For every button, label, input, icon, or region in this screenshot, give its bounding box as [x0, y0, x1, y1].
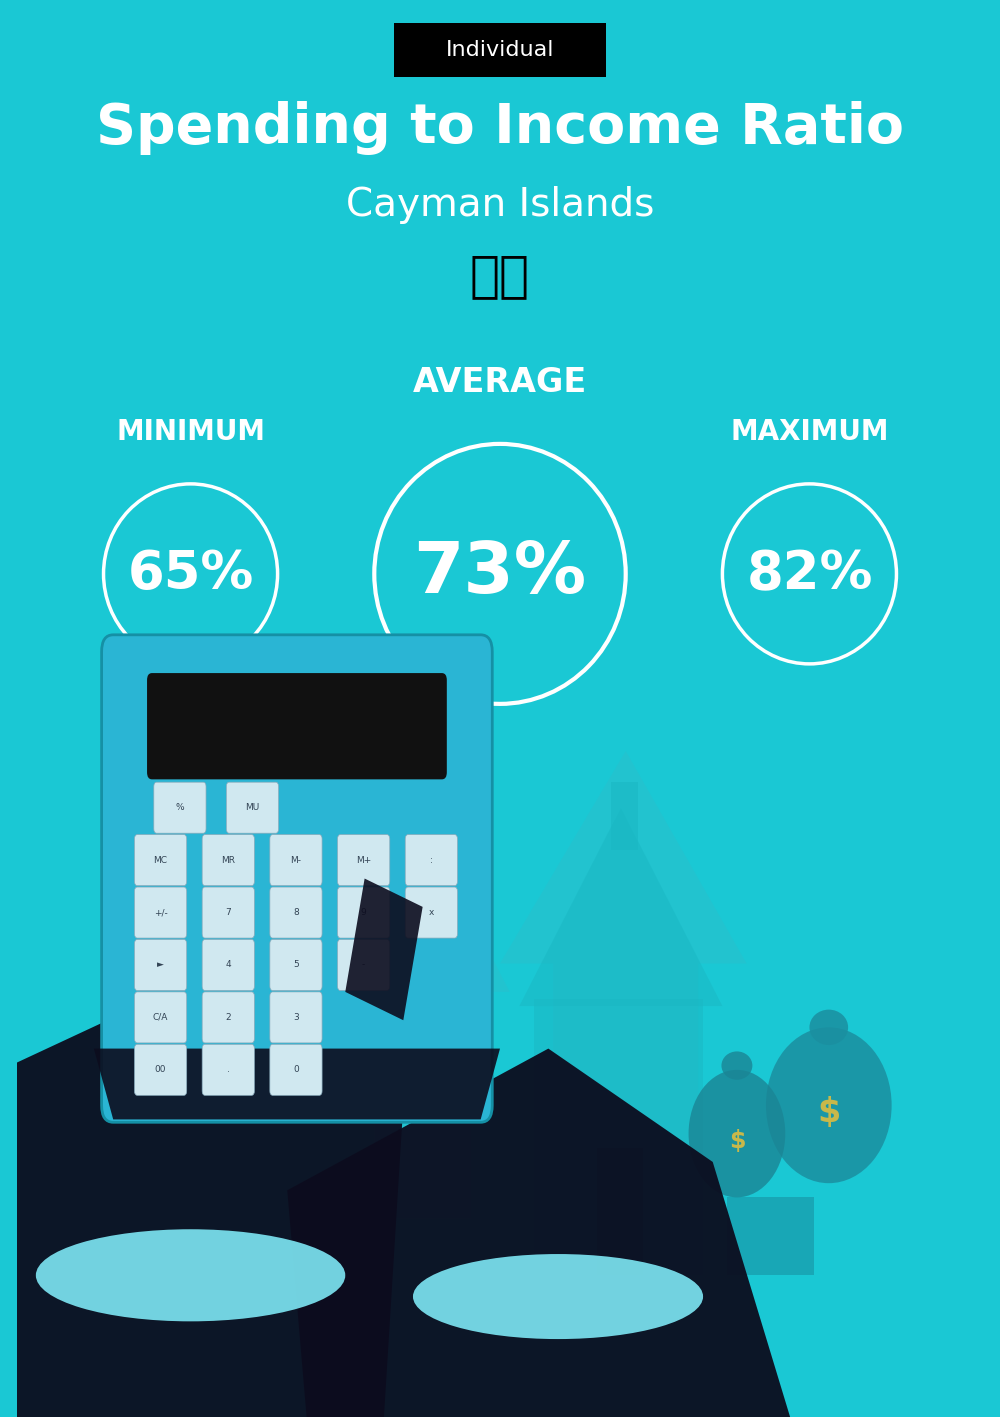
- FancyBboxPatch shape: [202, 992, 254, 1043]
- Text: 4: 4: [225, 961, 231, 969]
- FancyBboxPatch shape: [597, 1148, 643, 1275]
- Ellipse shape: [36, 1229, 345, 1321]
- Text: C/A: C/A: [153, 1013, 168, 1022]
- Polygon shape: [336, 822, 510, 1219]
- Text: 00: 00: [155, 1066, 166, 1074]
- FancyBboxPatch shape: [270, 1044, 322, 1095]
- Text: M+: M+: [356, 856, 371, 864]
- Text: $: $: [729, 1129, 745, 1152]
- FancyBboxPatch shape: [202, 887, 254, 938]
- FancyBboxPatch shape: [611, 782, 638, 850]
- FancyBboxPatch shape: [405, 835, 457, 886]
- Text: 5: 5: [293, 961, 299, 969]
- FancyBboxPatch shape: [534, 999, 703, 1275]
- FancyBboxPatch shape: [270, 835, 322, 886]
- Text: MAXIMUM: MAXIMUM: [730, 418, 889, 446]
- Text: +/-: +/-: [154, 908, 167, 917]
- FancyBboxPatch shape: [270, 992, 322, 1043]
- FancyBboxPatch shape: [202, 1044, 254, 1095]
- Text: 9: 9: [361, 908, 367, 917]
- FancyBboxPatch shape: [134, 1044, 187, 1095]
- FancyBboxPatch shape: [154, 782, 206, 833]
- Polygon shape: [345, 879, 423, 1020]
- Polygon shape: [519, 808, 722, 1006]
- FancyBboxPatch shape: [405, 887, 457, 938]
- Text: MC: MC: [154, 856, 168, 864]
- Polygon shape: [500, 751, 747, 1247]
- FancyBboxPatch shape: [202, 835, 254, 886]
- Text: 8: 8: [293, 908, 299, 917]
- Text: M-: M-: [290, 856, 301, 864]
- FancyBboxPatch shape: [394, 23, 606, 77]
- Text: 🇨🇾: 🇨🇾: [470, 252, 530, 300]
- Text: 73%: 73%: [413, 540, 587, 608]
- Text: x: x: [429, 908, 434, 917]
- Ellipse shape: [689, 1070, 785, 1197]
- Text: MINIMUM: MINIMUM: [116, 418, 265, 446]
- Text: Individual: Individual: [446, 40, 554, 60]
- FancyBboxPatch shape: [202, 939, 254, 990]
- FancyBboxPatch shape: [147, 673, 447, 779]
- Text: .: .: [227, 1066, 230, 1074]
- Polygon shape: [287, 1049, 790, 1417]
- Text: 0: 0: [293, 1066, 299, 1074]
- Ellipse shape: [809, 1009, 848, 1046]
- FancyBboxPatch shape: [270, 939, 322, 990]
- FancyBboxPatch shape: [338, 887, 390, 938]
- FancyBboxPatch shape: [338, 835, 390, 886]
- FancyBboxPatch shape: [134, 992, 187, 1043]
- Text: MU: MU: [245, 803, 260, 812]
- Polygon shape: [94, 1049, 500, 1119]
- FancyBboxPatch shape: [134, 939, 187, 990]
- Text: -: -: [362, 961, 365, 969]
- FancyBboxPatch shape: [102, 635, 492, 1122]
- FancyBboxPatch shape: [134, 887, 187, 938]
- Polygon shape: [16, 964, 403, 1417]
- FancyBboxPatch shape: [727, 1197, 814, 1275]
- Text: MR: MR: [221, 856, 235, 864]
- Text: :: :: [430, 856, 433, 864]
- FancyBboxPatch shape: [338, 939, 390, 990]
- Text: $: $: [817, 1095, 840, 1129]
- Ellipse shape: [766, 1027, 892, 1183]
- Text: Spending to Income Ratio: Spending to Income Ratio: [96, 101, 904, 154]
- Ellipse shape: [721, 1051, 752, 1080]
- Text: ►: ►: [157, 961, 164, 969]
- Text: 65%: 65%: [127, 548, 254, 599]
- FancyBboxPatch shape: [226, 782, 279, 833]
- Text: 3: 3: [293, 1013, 299, 1022]
- Text: Cayman Islands: Cayman Islands: [346, 187, 654, 224]
- FancyBboxPatch shape: [270, 887, 322, 938]
- FancyBboxPatch shape: [134, 835, 187, 886]
- Text: 82%: 82%: [746, 548, 873, 599]
- Ellipse shape: [413, 1254, 703, 1339]
- Text: AVERAGE: AVERAGE: [413, 366, 587, 400]
- Text: 7: 7: [225, 908, 231, 917]
- Text: 2: 2: [225, 1013, 231, 1022]
- Text: %: %: [176, 803, 184, 812]
